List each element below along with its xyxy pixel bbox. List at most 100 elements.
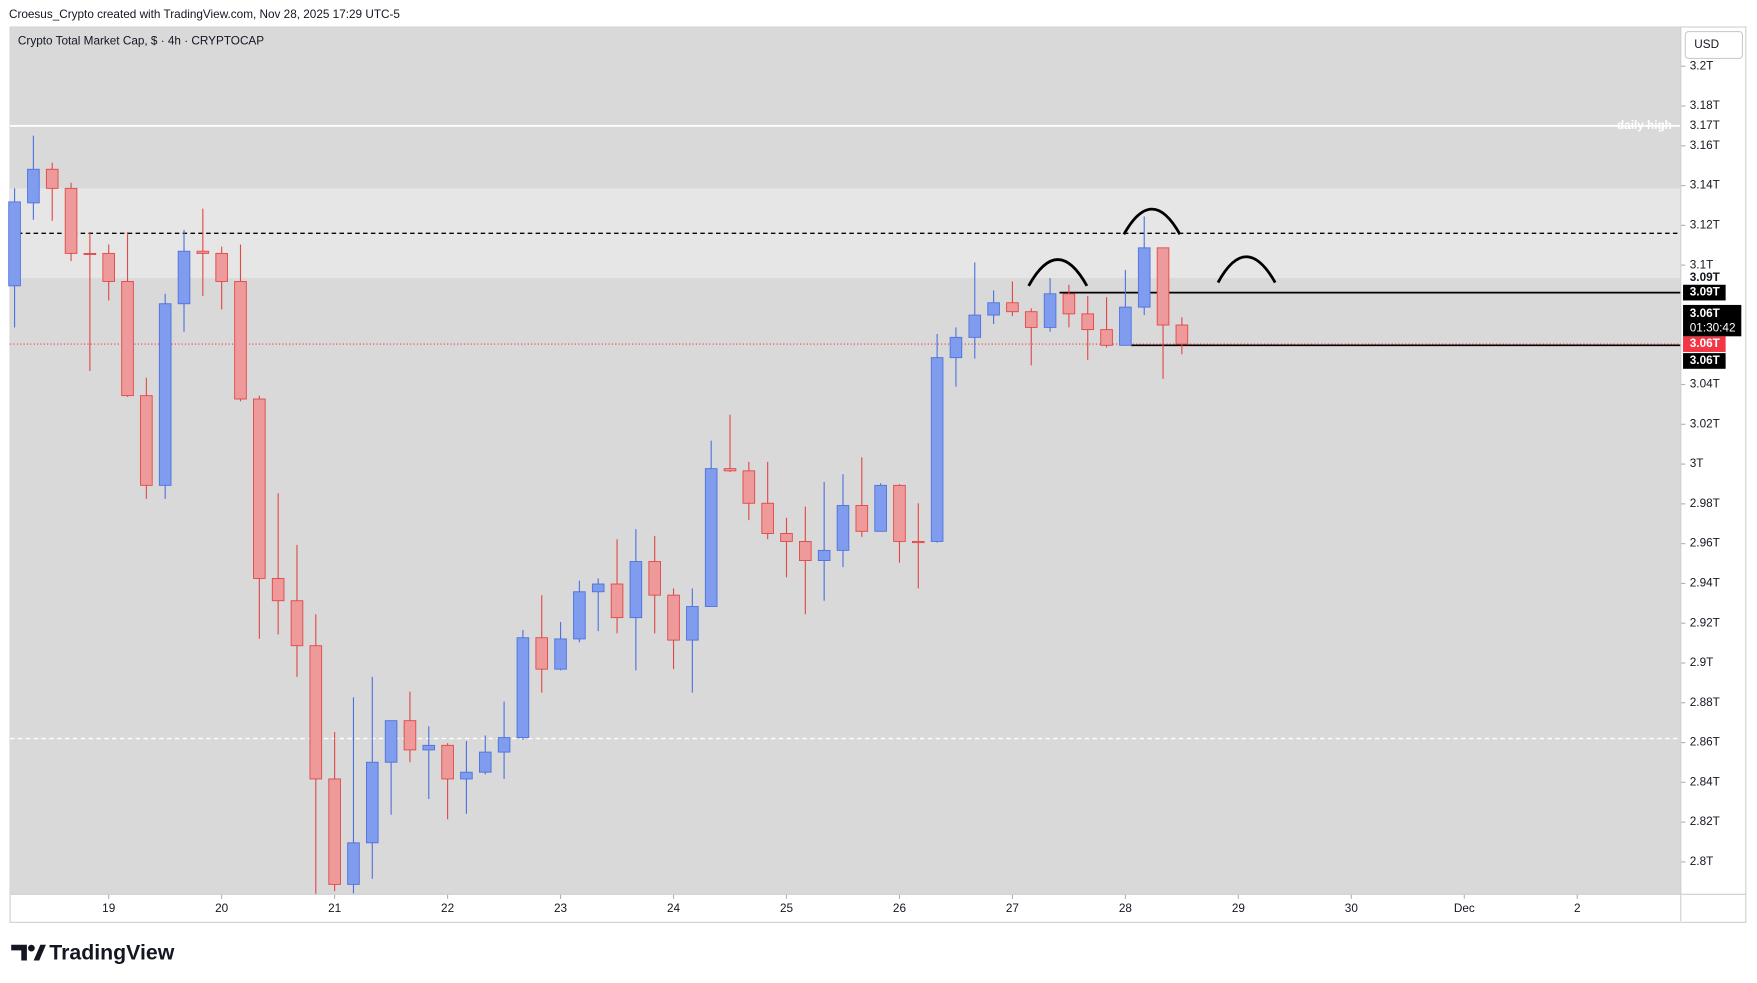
x-tick-label: 29 [1232,902,1245,915]
price-tag-label: 3.09T [1690,271,1721,284]
y-tick-label: 3.14T [1690,179,1720,192]
arc-annotation [1027,258,1089,287]
y-tick-label: 3.16T [1690,139,1720,152]
candle-body [874,484,887,532]
candle-body [366,761,379,844]
y-tick-label: 2.84T [1690,775,1720,788]
y-tick-label: 2.94T [1690,577,1720,590]
extra-tag-label: 3.06T [1690,354,1721,367]
y-tick-label: 2.82T [1690,815,1720,828]
candle-body [497,737,511,753]
candle-body [610,583,624,619]
candle-body [215,252,228,282]
arc-annotation [1216,255,1277,284]
price-tag-label: 3.06T [1690,337,1721,350]
plot-area [10,27,1681,895]
candle-body [1100,329,1113,346]
x-tick-label: 22 [441,902,454,915]
candle-body [309,645,323,780]
x-tick-label: 21 [328,902,341,915]
candle-body [45,168,59,189]
candle-body [460,771,473,780]
y-tick-label: 3.18T [1690,99,1720,112]
candle-body [1043,293,1057,328]
y-tick-label: 2.98T [1690,497,1720,510]
price-tag-label: 3.09T [1690,286,1721,299]
candle-body [968,314,982,338]
candle-body [704,468,718,607]
candle-body [290,600,304,647]
y-tick-label: 3.12T [1690,218,1720,231]
y-tick-label: 3.2T [1690,59,1714,72]
x-tick-label: 24 [667,902,681,915]
x-tick-label: 20 [215,902,229,915]
x-tick-label: 2 [1574,902,1581,915]
candle-body [893,484,906,542]
candle-body [1119,306,1132,346]
candle-body [780,533,793,542]
y-tick-label: 2.86T [1690,736,1720,749]
candle-body [912,540,925,544]
price-tag [1683,336,1726,352]
candle-body [441,744,454,780]
x-tick-label: 25 [780,902,794,915]
countdown-price: 3.06T [1690,307,1721,320]
candle-body [64,187,78,254]
y-tick-label: 2.88T [1690,696,1720,709]
candle-body [271,577,285,602]
candle-body [667,594,680,641]
candle-body [930,357,944,542]
candle-body [121,281,134,397]
candle-body [855,504,869,532]
currency-box[interactable] [1684,30,1743,59]
candle-body [478,751,492,773]
candle-body [234,281,247,400]
brand: TradingView [49,940,174,964]
candle-body [1175,324,1189,345]
y-tick-label: 2.92T [1690,616,1720,629]
x-tick-label: 26 [893,902,907,915]
currency[interactable]: USD [1694,38,1719,51]
candle-body [535,637,549,670]
candle-body [1081,313,1095,331]
x-tick-label: 27 [1006,902,1019,915]
chart-title: Crypto Total Market Cap, $ · 4h · CRYPTO… [18,35,264,48]
countdown-tag [1683,304,1742,337]
candle-body [403,720,417,751]
candle-body [328,778,341,885]
candle-body [1024,311,1038,328]
y-tick-label: 3.02T [1690,417,1720,430]
candle-body [761,502,774,534]
candle-body [836,504,850,551]
candle-body [8,201,21,287]
candle-body [629,561,643,619]
candle-body [27,168,40,204]
candle-body [686,606,699,641]
y-tick-label: 2.8T [1690,855,1714,868]
candle-body [1137,247,1151,308]
brand-logo [11,944,46,961]
candle-body [516,637,530,739]
candle-body [573,591,586,640]
price-tag [1683,284,1726,301]
candle-body [102,252,115,282]
candle-body [723,468,737,472]
x-tick-label: Dec [1454,902,1475,915]
candle-body [158,303,172,486]
y-tick-label: 2.9T [1690,656,1714,669]
x-tick-label: 23 [554,902,568,915]
candle-body [554,638,567,670]
extra-tag [1683,353,1726,369]
arc-annotation [1122,207,1182,236]
candle-body [422,744,436,751]
candle-body [799,540,812,561]
candle-body [591,583,605,593]
candle-body [177,250,191,305]
y-tick-label: 3.1T [1690,258,1714,271]
candle-body [987,302,1000,316]
x-tick-label: 28 [1119,902,1133,915]
x-tick-label: 30 [1345,902,1359,915]
x-tick-label: 19 [102,902,115,915]
